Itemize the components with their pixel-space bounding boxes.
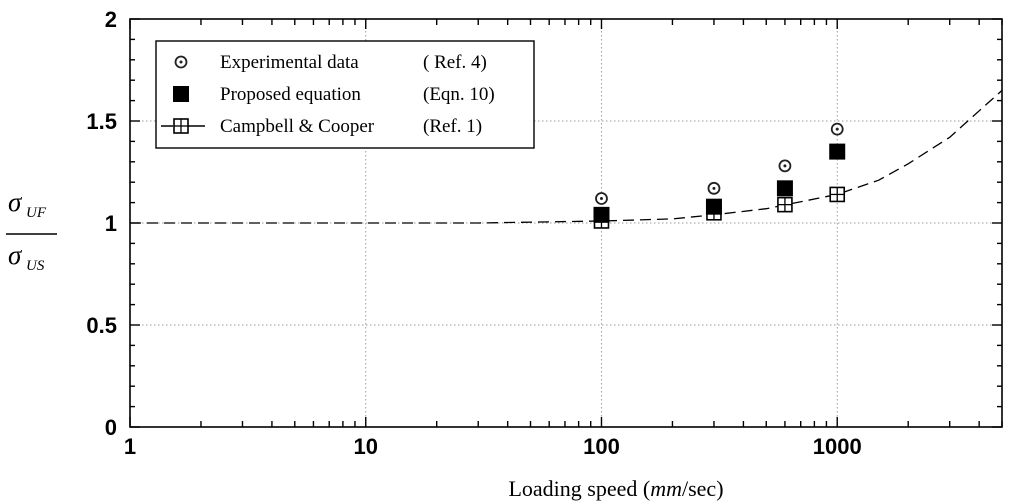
legend-series-name: Campbell & Cooper	[220, 116, 375, 137]
point-marker	[776, 180, 793, 197]
y-tick-label: 0	[105, 415, 117, 440]
data-point	[830, 122, 844, 136]
legend-series-name: Experimental data	[220, 52, 359, 73]
y-label-denominator-symbol: σ	[8, 240, 23, 270]
legend-reference: (Eqn. 10)	[423, 84, 495, 105]
x-tick-label: 1	[124, 434, 136, 459]
y-tick-label: 1.5	[86, 109, 117, 134]
legend: Experimental data ( Ref. 4) Proposed equat…	[155, 40, 535, 149]
y-label-denominator-subscript: US	[26, 258, 45, 274]
x-tick-label: 1000	[813, 434, 862, 459]
point-marker-dot	[835, 127, 839, 131]
point-marker	[705, 198, 722, 215]
data-point	[776, 180, 793, 197]
legend-series-name: Proposed equation	[220, 84, 361, 105]
x-axis-label-unit: mm	[650, 476, 682, 501]
data-point	[707, 181, 721, 195]
x-tick-label: 100	[583, 434, 620, 459]
y-label-numerator-symbol: σ	[8, 187, 23, 217]
point-marker-dot	[712, 186, 716, 190]
minor-ticks	[129, 18, 1003, 428]
data-point	[778, 159, 792, 173]
y-label-numerator-subscript: UF	[26, 205, 47, 221]
x-axis-label: Loading speed (mm/sec)	[508, 476, 723, 501]
y-tick-label: 2	[105, 7, 117, 32]
legend-reference: (Ref. 1)	[423, 116, 482, 137]
legend-marker	[173, 86, 189, 102]
data-point	[593, 206, 610, 223]
point-marker	[829, 143, 846, 160]
point-marker	[593, 206, 610, 223]
x-axis-label-suffix: /sec)	[682, 476, 724, 501]
curve-layer	[130, 89, 1003, 224]
data-markers	[593, 122, 846, 229]
legend-marker-dot	[179, 60, 183, 64]
axis-labels: Loading speed (mm/sec)σ UFσ US	[6, 187, 724, 501]
legend-reference: ( Ref. 4)	[423, 52, 487, 73]
y-tick-label: 0.5	[86, 313, 117, 338]
legend-box	[155, 40, 535, 149]
point-marker-dot	[783, 164, 787, 168]
data-point	[705, 198, 722, 215]
x-axis-label-prefix: Loading speed (	[508, 476, 650, 501]
tick-labels: 1 10 100 1000 0 0.5 1 1.5 2	[86, 7, 861, 459]
y-tick-label: 1	[105, 211, 117, 236]
x-tick-label: 10	[353, 434, 377, 459]
data-point	[829, 186, 846, 203]
data-point	[595, 192, 608, 205]
series-curve-campbell-cooper	[130, 89, 1003, 224]
point-marker-dot	[599, 197, 603, 201]
data-point	[829, 143, 846, 160]
data-point	[777, 196, 793, 213]
